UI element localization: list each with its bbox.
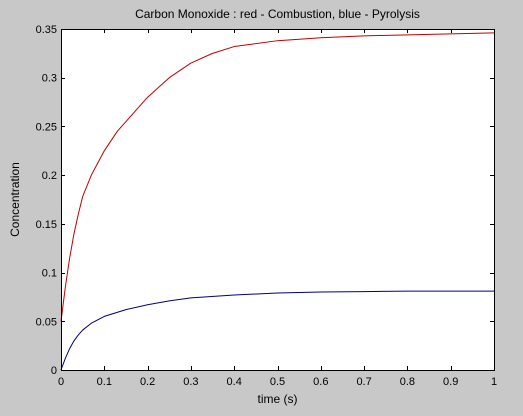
- y-tick-label: 0.35: [36, 24, 57, 36]
- y-axis-label: Concentration: [8, 162, 22, 237]
- x-axis-label: time (s): [258, 392, 298, 406]
- x-tick-label: 0.3: [183, 376, 198, 388]
- x-ticks: 0 0.1 0.2 0.3 0.4 0.5 0.6 0.7 0.8 0.9 1: [58, 29, 497, 388]
- series-layer: [60, 32, 495, 371]
- x-tick-label: 0.5: [270, 376, 285, 388]
- y-tick-label: 0: [51, 365, 57, 377]
- x-tick-label: 1: [491, 376, 497, 388]
- y-tick-label: 0.05: [36, 316, 57, 328]
- x-tick-label: 0.9: [443, 376, 458, 388]
- x-tick-label: 0.4: [227, 376, 242, 388]
- x-tick-label: 0: [58, 376, 64, 388]
- series-line-1: [60, 32, 495, 322]
- y-ticks: 0 0.05 0.1 0.15 0.2 0.25 0.3 0.35: [36, 24, 494, 377]
- chart-title: Carbon Monoxide : red - Combustion, blue…: [135, 7, 420, 21]
- y-tick-label: 0.3: [42, 73, 57, 85]
- y-tick-label: 0.25: [36, 121, 57, 133]
- x-tick-label: 0.2: [140, 376, 155, 388]
- x-tick-label: 0.1: [97, 376, 112, 388]
- x-tick-label: 0.6: [313, 376, 328, 388]
- y-tick-label: 0.2: [42, 170, 57, 182]
- series-line-2: [60, 290, 494, 371]
- y-tick-label: 0.15: [36, 219, 57, 231]
- y-tick-label: 0.1: [42, 268, 57, 280]
- x-tick-label: 0.8: [400, 376, 415, 388]
- x-tick-label: 0.7: [356, 376, 371, 388]
- axes-background: [61, 29, 494, 370]
